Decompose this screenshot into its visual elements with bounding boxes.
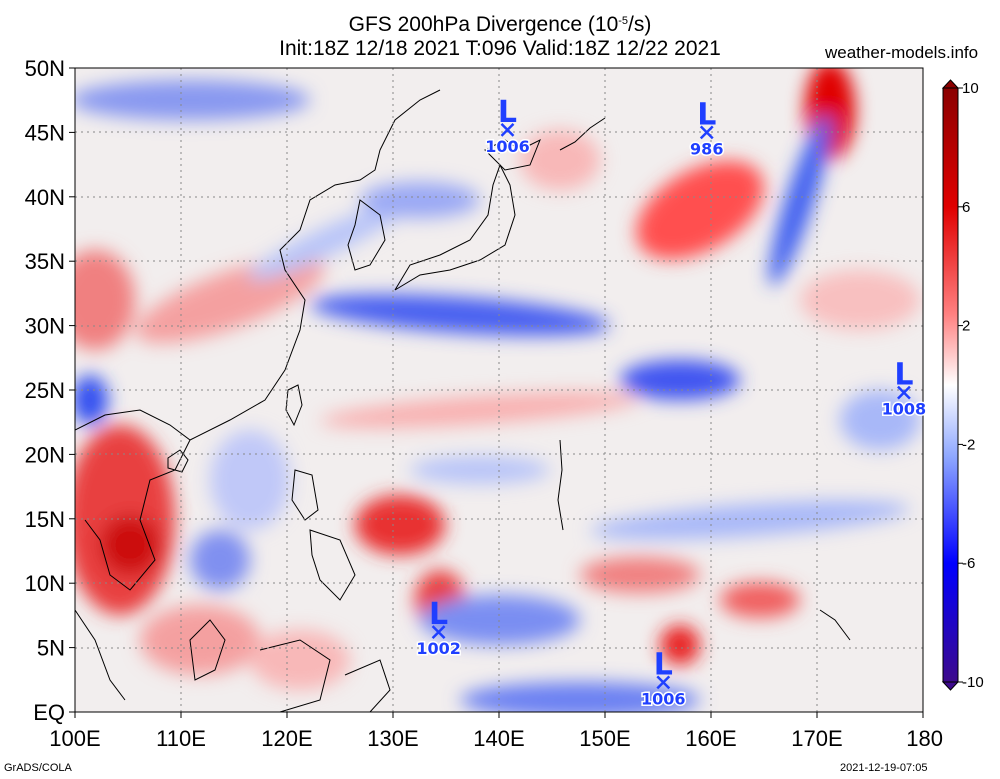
low-letter: L xyxy=(697,97,716,132)
colorbar-label: -6 xyxy=(962,555,975,572)
colorbar-label: -10 xyxy=(962,674,984,691)
lon-label: 130E xyxy=(367,726,418,751)
low-pressure-markers: L 1006 L 986 L 1008 L 1002 L 1006 xyxy=(415,95,928,710)
lon-label: 180 xyxy=(906,726,943,751)
low-pressure-value: 1002 xyxy=(416,639,461,658)
lat-label: 15N xyxy=(25,507,65,532)
low-pressure-value: 1006 xyxy=(641,689,686,708)
low-letter: L xyxy=(654,647,673,682)
map-title: GFS 200hPa Divergence (10-5/s) xyxy=(348,13,652,36)
lon-label: 100E xyxy=(49,726,100,751)
lat-label: 40N xyxy=(25,185,65,210)
low-letter: L xyxy=(894,358,913,393)
lat-label: 25N xyxy=(25,378,65,403)
lat-label: 45N xyxy=(25,120,65,145)
low-marker: L 1008 xyxy=(880,358,928,421)
low-marker: L 1006 xyxy=(640,647,688,710)
low-pressure-value: 1006 xyxy=(485,137,530,156)
site-name: weather-models.info xyxy=(825,43,979,62)
colorbar-top-arrow xyxy=(941,79,960,89)
colorbar-label: -2 xyxy=(962,436,975,453)
low-letter: L xyxy=(429,597,448,632)
colorbar-label: 10 xyxy=(962,80,979,97)
lon-label: 120E xyxy=(261,726,312,751)
low-marker: L 986 xyxy=(689,97,725,159)
map-plot-area xyxy=(74,67,924,713)
colorbar-label: 6 xyxy=(962,199,970,216)
footer-software: GrADS/COLA xyxy=(4,762,72,774)
lon-label: 170E xyxy=(791,726,842,751)
low-center-x xyxy=(656,675,671,690)
lat-label: 50N xyxy=(25,56,65,81)
low-center-x xyxy=(500,122,515,137)
low-pressure-value: 986 xyxy=(690,139,723,158)
coastlines xyxy=(75,89,851,712)
lon-label: 110E xyxy=(156,726,206,751)
colorbar-bottom-arrow xyxy=(941,681,960,691)
low-letter: L xyxy=(498,95,517,130)
low-marker: L 1002 xyxy=(415,597,463,660)
colorbar: 10 6 2 -2 -6 -10 xyxy=(941,79,984,691)
low-marker: L 1006 xyxy=(484,95,532,158)
low-pressure-value: 1008 xyxy=(882,400,927,419)
lat-label: 10N xyxy=(25,571,65,596)
map-subtitle: Init:18Z 12/18 2021 T:096 Valid:18Z 12/2… xyxy=(279,37,721,60)
low-center-x xyxy=(897,385,911,400)
lat-label: EQ xyxy=(33,700,65,725)
lat-label: 20N xyxy=(25,442,65,467)
lon-label: 160E xyxy=(685,726,736,751)
lat-label: 30N xyxy=(25,314,65,339)
low-center-x xyxy=(431,625,446,640)
divergence-field xyxy=(75,68,920,712)
lon-label: 140E xyxy=(473,726,524,751)
colorbar-label: 2 xyxy=(962,318,970,335)
lon-label: 150E xyxy=(579,726,630,751)
footer-timestamp: 2021-12-19-07:05 xyxy=(840,762,928,774)
low-center-x xyxy=(699,125,714,140)
lat-label: 5N xyxy=(37,636,65,661)
lat-label: 35N xyxy=(25,249,65,274)
